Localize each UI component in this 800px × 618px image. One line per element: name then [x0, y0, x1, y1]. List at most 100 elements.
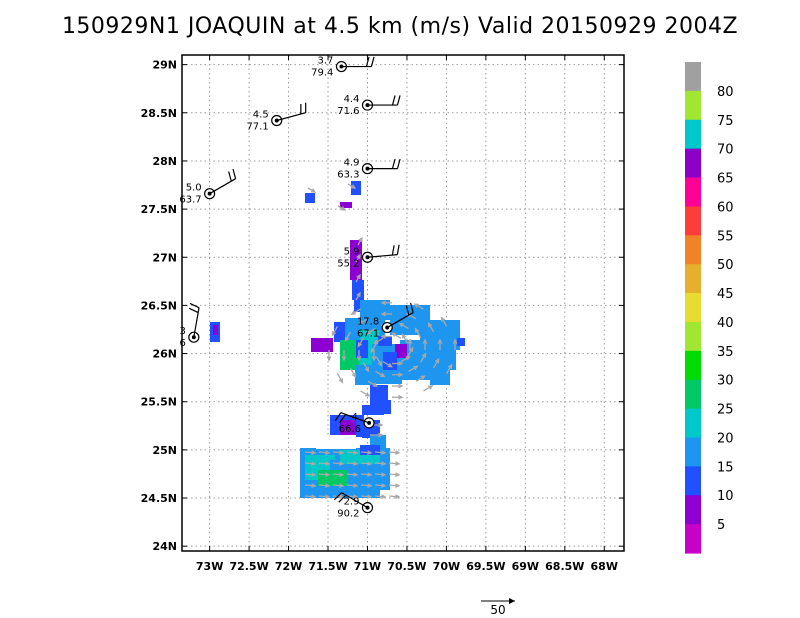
wind-vector: [367, 380, 377, 387]
wind-vector: [375, 356, 382, 366]
station-plot: 4.963.3: [337, 158, 401, 181]
wind-vector: [304, 462, 316, 465]
axis-ticks: 73W 72.5W 72W 71.5W 71W 70.5W 70W 69.5W 69W 68.5W…: [141, 55, 624, 573]
wind-barb-flag: [391, 158, 396, 169]
colorbar-swatch: [685, 177, 701, 208]
station-lower-value: 67.1: [357, 329, 379, 340]
wind-vector-head: [340, 206, 347, 211]
wind-vector-head: [380, 483, 387, 488]
wind-vector-head: [310, 472, 317, 477]
station-upper-value: 4.9: [344, 158, 360, 169]
wind-vector: [332, 473, 344, 476]
wind-speed-cell: [352, 280, 364, 300]
wind-vector-head: [428, 385, 434, 390]
wind-barb-flag: [410, 302, 414, 313]
wind-vector: [360, 484, 372, 487]
wind-speed-cell: [457, 338, 465, 346]
wind-vector-head: [310, 494, 317, 499]
wind-vector-head: [352, 472, 359, 477]
plot-frame: [181, 54, 625, 552]
colorbar-label: 50: [717, 258, 734, 273]
wind-vector: [428, 323, 435, 333]
wind-vector-head: [370, 347, 376, 354]
wind-vector-head: [351, 372, 357, 378]
wind-speed-cell: [378, 336, 392, 346]
wind-vector-head: [350, 184, 357, 189]
wind-vector-head: [352, 450, 359, 455]
wind-vector: [408, 365, 418, 372]
wind-vector-head: [364, 366, 370, 373]
lat-tick-label: 26.5N: [141, 299, 177, 312]
wind-vector: [415, 328, 422, 338]
wind-vector: [359, 318, 369, 325]
wind-speed-cell: [340, 202, 352, 208]
lon-tick-label: 68W: [591, 560, 618, 573]
wind-vector-head: [387, 363, 393, 368]
lat-tick-label: 28.5N: [141, 107, 177, 120]
wind-vector-head: [310, 461, 317, 466]
wind-vector-head: [365, 329, 371, 335]
colorbar-label: 15: [717, 460, 734, 475]
colorbar-label: 55: [717, 229, 734, 244]
lat-tick-label: 25N: [152, 444, 177, 457]
wind-vector-head: [366, 483, 373, 488]
station-plots: 3.779.4 4.471.6 4.577.1 4.963.3 5.063.7 5.955…: [179, 56, 414, 520]
wind-vector: [349, 367, 356, 377]
wind-vector: [402, 334, 409, 344]
wind-vector: [360, 462, 372, 465]
station-upper-value: 5.9: [344, 246, 360, 257]
wind-vector-head: [408, 346, 414, 353]
wind-vector: [420, 353, 427, 363]
wind-vector-head: [421, 352, 427, 358]
plot-area: [182, 55, 624, 551]
wind-vector: [374, 451, 386, 454]
wind-barb-flag: [396, 158, 401, 169]
wind-vectors: [304, 183, 458, 499]
wind-speed-cell: [318, 470, 348, 486]
vector-scale: 50: [481, 598, 515, 617]
scale-arrow-head: [509, 598, 515, 604]
wind-vector-head: [394, 450, 401, 455]
wind-vector-head: [324, 494, 331, 499]
wind-vector: [332, 451, 344, 454]
wind-vector-head: [338, 483, 345, 488]
colorbar-swatch: [685, 321, 701, 352]
wind-vector-head: [398, 372, 404, 378]
wind-vector: [362, 362, 369, 372]
wind-vector: [374, 462, 386, 465]
wind-vector-head: [380, 494, 387, 499]
eye-gap: [316, 435, 356, 449]
wind-vector-head: [398, 361, 404, 366]
wind-vector: [392, 332, 402, 339]
wind-vector: [382, 361, 392, 368]
wind-vector: [304, 451, 316, 454]
wind-barb-flag: [396, 95, 401, 106]
wind-vector-head: [422, 338, 428, 344]
wind-barb-flag: [339, 414, 347, 423]
wind-speed-cell: [356, 340, 368, 358]
wind-speed-cell: [383, 352, 397, 370]
wind-vector: [374, 484, 386, 487]
wind-speed-cell: [351, 181, 361, 195]
map-title: 150929N1 JOAQUIN at 4.5 km (m/s) Valid 2…: [61, 14, 739, 39]
wind-vector-head: [310, 188, 317, 193]
wind-vector-head: [420, 375, 426, 380]
wind-vector-head: [324, 450, 331, 455]
colorbar-swatch: [685, 119, 701, 150]
wind-vector-head: [358, 236, 363, 243]
wind-vector-head: [358, 320, 364, 325]
wind-vector: [304, 473, 316, 476]
station-lower-value: 79.4: [311, 68, 333, 79]
wind-vector: [360, 495, 372, 498]
colorbar-swatch: [685, 524, 701, 554]
lat-tick-label: 27N: [152, 251, 177, 264]
station-lower-value: 90.2: [337, 509, 359, 520]
scale-label: 50: [490, 603, 505, 617]
colorbar-label: 10: [717, 489, 734, 504]
colorbar-swatch: [685, 62, 701, 92]
wind-vector-head: [352, 461, 359, 466]
wind-vector-head: [380, 372, 386, 378]
lon-tick-label: 73W: [196, 560, 223, 573]
grid: [182, 55, 624, 551]
wind-vector-head: [380, 450, 387, 455]
